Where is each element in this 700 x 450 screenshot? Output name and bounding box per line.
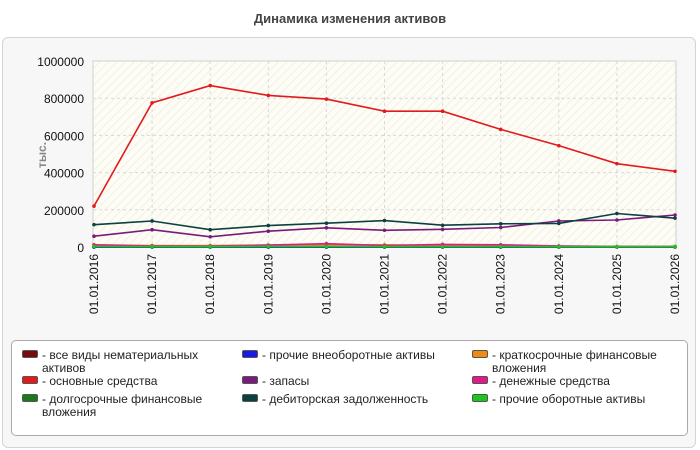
data-point (498, 225, 503, 230)
legend-item: - запасы (242, 375, 447, 388)
data-point (673, 213, 677, 217)
data-point (557, 244, 561, 249)
x-tick-label: 01.01.2020 (319, 254, 333, 314)
data-point (266, 244, 271, 249)
data-point (208, 234, 212, 239)
data-point (92, 222, 96, 227)
legend-label: - основные средства (42, 374, 158, 388)
y-tick-label: 400000 (44, 167, 84, 181)
x-tick-label: 01.01.2017 (145, 254, 159, 314)
x-tick-label: 01.01.2024 (552, 254, 566, 314)
data-point (92, 204, 96, 208)
x-tick-label: 01.01.2023 (494, 254, 508, 314)
x-axis-ticks: 01.01.2016 01.01.2017 01.01.2018 01.01.2019… (87, 254, 682, 314)
legend-swatch (472, 376, 488, 384)
data-point (382, 228, 387, 233)
data-point (324, 226, 329, 230)
legend-item: - дебиторская задолженность (242, 393, 447, 406)
legend-label: - прочие внеоборотные активы (262, 348, 435, 362)
legend-swatch (242, 350, 258, 358)
y-tick-label: 0 (77, 241, 84, 255)
data-point (324, 244, 329, 249)
legend-item: - основные средства (22, 375, 227, 388)
data-point (673, 169, 677, 174)
data-point (615, 211, 619, 216)
y-tick-label: 600000 (44, 129, 84, 143)
data-point (615, 161, 619, 166)
legend-swatch (242, 376, 258, 384)
x-tick-label: 01.01.2021 (378, 254, 392, 314)
legend-label: - прочие оборотные активы (492, 392, 646, 406)
line-chart: 0 200000 400000 600000 800000 1000000 01.01.2… (35, 55, 682, 314)
x-tick-label: 01.01.2025 (610, 254, 624, 314)
data-point (382, 109, 387, 114)
data-point (324, 221, 329, 225)
y-tick-label: 200000 (44, 204, 84, 218)
legend-swatch (22, 394, 38, 402)
data-point (382, 244, 387, 249)
data-point (208, 83, 212, 88)
data-point (498, 244, 503, 249)
data-point (324, 97, 329, 101)
data-point (615, 218, 619, 222)
data-point (382, 218, 387, 223)
legend-item: - денежные средства (472, 375, 682, 388)
legend-item: - прочие внеоборотные активы (242, 349, 447, 362)
data-point (498, 127, 503, 132)
y-axis-ticks: 0 200000 400000 600000 800000 1000000 (37, 55, 84, 255)
series-lines (92, 83, 677, 249)
legend-swatch (22, 376, 38, 384)
legend-swatch (472, 350, 488, 358)
y-axis-label: тыс. (35, 142, 49, 168)
data-point (150, 227, 154, 232)
legend-label: - дебиторская задолженность (262, 392, 429, 406)
legend-label: - запасы (262, 374, 310, 388)
data-point (266, 93, 271, 98)
chart-title: Динамика изменения активов (253, 11, 447, 26)
legend-label: - все виды нематериальных активов (42, 348, 199, 375)
legend-item: - все виды нематериальных активов (22, 349, 227, 375)
data-point (615, 244, 619, 249)
data-point (440, 227, 445, 232)
y-tick-label: 1000000 (37, 55, 84, 69)
data-point (324, 241, 329, 246)
data-point (92, 234, 96, 239)
legend-label: - долгосрочные финансовые вложения (42, 392, 203, 419)
data-point (557, 143, 561, 148)
data-point (150, 219, 154, 223)
data-point (498, 221, 503, 226)
data-point (208, 227, 212, 232)
data-point (266, 223, 271, 228)
legend-item: - долгосрочные финансовые вложения (22, 393, 227, 419)
x-tick-label: 01.01.2026 (668, 254, 682, 314)
x-tick-label: 01.01.2022 (436, 254, 450, 314)
legend-label: - краткосрочные финансовые вложения (492, 348, 657, 375)
y-tick-label: 800000 (44, 92, 84, 106)
data-point (208, 244, 212, 249)
data-point (150, 101, 154, 105)
data-point (150, 244, 154, 249)
data-point (440, 223, 445, 228)
legend-swatch (242, 394, 258, 402)
data-point (440, 109, 445, 114)
x-tick-label: 01.01.2019 (261, 254, 275, 314)
data-point (673, 244, 677, 249)
legend-swatch (472, 394, 488, 402)
data-point (557, 221, 561, 226)
data-point (266, 229, 271, 233)
grid (93, 61, 676, 247)
x-tick-label: 01.01.2018 (203, 254, 217, 314)
data-point (92, 244, 96, 249)
x-tick-label: 01.01.2016 (87, 254, 101, 314)
data-point (673, 216, 677, 220)
legend-swatch (22, 350, 38, 358)
legend: - все виды нематериальных активов - основ… (11, 340, 688, 436)
data-point (440, 244, 445, 249)
legend-item: - краткосрочные финансовые вложения (472, 349, 682, 375)
legend-label: - денежные средства (492, 374, 610, 388)
legend-item: - прочие оборотные активы (472, 393, 682, 406)
